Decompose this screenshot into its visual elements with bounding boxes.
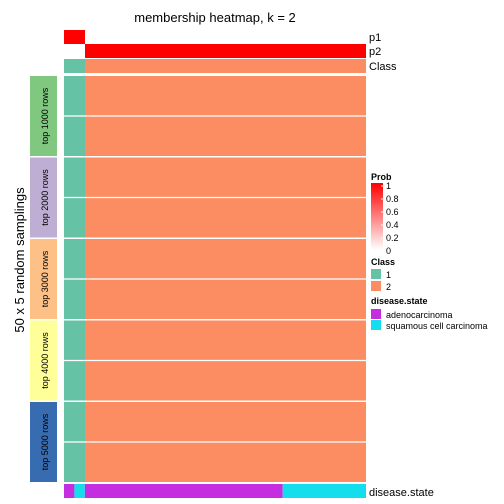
group-label-2: top 2000 rows [40, 169, 50, 226]
prob-tick-label-6: 0 [386, 246, 391, 256]
class-legend-label-1: 1 [386, 270, 391, 280]
disease-state-segment-3 [84, 484, 283, 498]
group-label-1: top 1000 rows [40, 87, 50, 144]
class-legend-swatch-1 [371, 269, 381, 279]
disease-legend-swatch-1 [371, 309, 381, 319]
class-cell-1 [64, 59, 85, 73]
group-1: top 1000 rows [30, 76, 366, 156]
bottom-annotation: disease.state [64, 484, 434, 499]
disease-state-segment-4 [282, 484, 366, 498]
prob-tick-label-5: 0.2 [386, 233, 399, 243]
group-label-box-5 [30, 402, 57, 482]
group-3: top 3000 rows [30, 239, 366, 319]
group-label-box-2 [30, 157, 57, 238]
annotation-rows: p1 p2 Class [64, 30, 397, 73]
disease-state-segment-2 [74, 484, 85, 498]
prob-tick-label-1: 1 [386, 181, 391, 191]
disease-legend-swatch-2 [371, 320, 381, 330]
heatmap-body: top 1000 rows top 2000 rows top 3000 rows t… [30, 76, 366, 482]
class-label: Class [369, 61, 397, 73]
group-label-3: top 3000 rows [40, 250, 50, 307]
group-2: top 2000 rows [30, 157, 366, 238]
prob-tick-label-2: 0.8 [386, 194, 399, 204]
prob-legend-title: Prob [371, 172, 392, 182]
y-axis-label: 50 x 5 random samplings [12, 187, 27, 333]
prob-legend: Prob 1 0.8 0.6 0.4 0.2 0 [371, 172, 399, 256]
p2-cell-1 [64, 44, 85, 58]
p2-label: p2 [369, 46, 381, 58]
class-legend-label-2: 2 [386, 282, 391, 292]
disease-legend-label-2: squamous cell carcinoma [386, 321, 488, 331]
prob-tick-label-3: 0.6 [386, 207, 399, 217]
p1-cell-2 [85, 30, 366, 44]
prob-color-bar [371, 183, 383, 250]
class-cell-2 [85, 59, 366, 73]
class-legend: Class 1 2 [371, 257, 395, 292]
disease-legend-title: disease.state [371, 296, 428, 306]
group-5: top 5000 rows [30, 402, 366, 482]
p2-cell-2 [85, 44, 366, 58]
disease-state-segment-1 [64, 484, 75, 498]
disease-state-label: disease.state [369, 487, 434, 499]
p1-cell-1 [64, 30, 85, 44]
p1-label: p1 [369, 32, 381, 44]
disease-legend-label-1: adenocarcinoma [386, 310, 453, 320]
chart-title: membership heatmap, k = 2 [134, 10, 296, 25]
group-4: top 4000 rows [30, 320, 366, 401]
group-label-4: top 4000 rows [40, 332, 50, 389]
disease-state-legend: disease.state adenocarcinoma squamous ce… [371, 296, 488, 331]
group-label-box-1 [30, 76, 57, 156]
class-legend-title: Class [371, 257, 395, 267]
group-label-box-4 [30, 320, 57, 401]
group-label-5: top 5000 rows [40, 413, 50, 470]
group-label-box-3 [30, 239, 57, 319]
class-legend-swatch-2 [371, 281, 381, 291]
prob-tick-label-4: 0.4 [386, 220, 399, 230]
